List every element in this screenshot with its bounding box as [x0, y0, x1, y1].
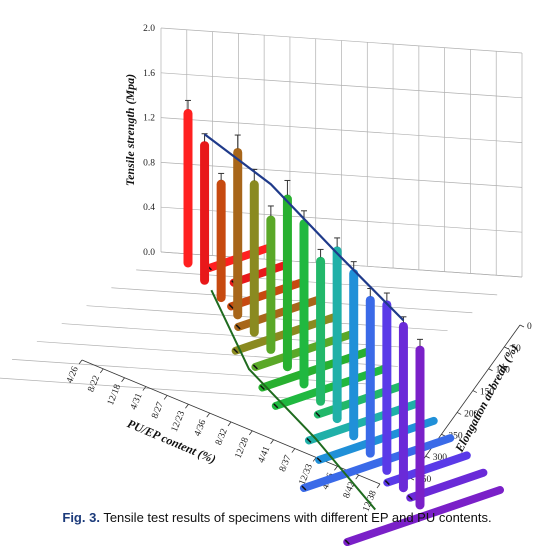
- z-tick-label: 50: [511, 344, 521, 354]
- y-tick-label: 2.0: [143, 24, 155, 34]
- x-tick-label: 4/31: [129, 392, 145, 412]
- y-tick-label: 0.0: [143, 248, 155, 258]
- x-tick-label: 8/42: [342, 480, 358, 500]
- x-tick-label: 8/27: [150, 401, 166, 421]
- elongation-error-bar: [252, 364, 258, 370]
- elongation-error-bar: [344, 539, 350, 545]
- figure-caption: Fig. 3. Tensile test results of specimen…: [0, 510, 554, 525]
- z-tick-label: 300: [433, 453, 448, 463]
- y-tick-label: 0.4: [143, 203, 155, 213]
- elongation-error-bar: [306, 437, 312, 443]
- z-tick: [456, 412, 462, 415]
- x-tick-label: 12/28: [234, 436, 251, 460]
- elongation-error-bar: [233, 348, 239, 354]
- x-tick: [334, 466, 338, 471]
- figure-caption-text: Tensile test results of specimens with d…: [103, 510, 492, 525]
- x-tick: [142, 386, 147, 391]
- z-tick-label: 100: [496, 366, 511, 376]
- x-tick-label: 8/22: [86, 374, 102, 394]
- x-tick: [206, 412, 211, 418]
- elongation-bar: [315, 416, 438, 464]
- z-tick: [425, 455, 430, 459]
- z-axis-line: [409, 324, 521, 479]
- tensile-trend-line: [203, 133, 405, 322]
- x-tick-label: 4/26: [65, 365, 81, 385]
- elongation-error-bar: [259, 384, 265, 391]
- grid-line-floor: [12, 358, 374, 385]
- x-tick-label: 4/41: [257, 445, 273, 465]
- x-tick: [99, 368, 104, 374]
- x-tick: [78, 359, 83, 365]
- z-tick: [488, 368, 493, 372]
- z-axis-title: Elongation at break (%): [452, 342, 521, 455]
- elongation-error-bar: [228, 303, 234, 309]
- z-tick-label: 200: [464, 409, 479, 419]
- y-tick-label: 1.2: [143, 114, 155, 124]
- elongation-error-bar: [273, 403, 279, 409]
- grid-line-floor: [61, 323, 423, 349]
- elongation-error-bar: [301, 485, 307, 491]
- z-tick-label: 250: [448, 431, 463, 441]
- elongation-error-bar: [384, 480, 390, 486]
- elongation-error-bar: [316, 457, 322, 463]
- x-tick: [185, 404, 189, 409]
- z-tick: [504, 346, 509, 350]
- y-tick-label: 1.6: [143, 69, 155, 79]
- elongation-trend-line: [210, 289, 377, 511]
- elongation-error-bar: [235, 324, 241, 330]
- x-tick: [163, 395, 168, 400]
- z-tick: [472, 390, 478, 393]
- y-tick-label: 0.8: [143, 158, 155, 168]
- x-tick: [227, 421, 232, 427]
- y-axis-title: Tensile strength (Mpa): [123, 74, 137, 186]
- elongation-error-bar: [407, 495, 413, 501]
- x-tick: [355, 474, 360, 480]
- x-tick: [376, 483, 381, 489]
- elongation-bar: [343, 486, 504, 547]
- z-tick: [519, 324, 525, 328]
- x-tick: [248, 430, 253, 436]
- x-tick-label: 8/37: [278, 454, 294, 474]
- x-tick: [291, 448, 296, 453]
- x-tick-label: 12/23: [170, 409, 187, 433]
- x-tick-label: 12/18: [106, 383, 123, 407]
- z-tick-label: 150: [480, 388, 495, 398]
- elongation-error-bar: [315, 411, 321, 418]
- figure-label: Fig. 3.: [62, 510, 100, 525]
- elongation-bar: [299, 434, 455, 493]
- x-tick-label: 4/36: [193, 418, 209, 438]
- x-tick: [121, 377, 125, 382]
- z-tick-label: 0: [527, 322, 532, 332]
- x-tick-label: 8/32: [214, 427, 230, 447]
- tensile-bars: [183, 99, 425, 510]
- x-tick: [270, 439, 274, 444]
